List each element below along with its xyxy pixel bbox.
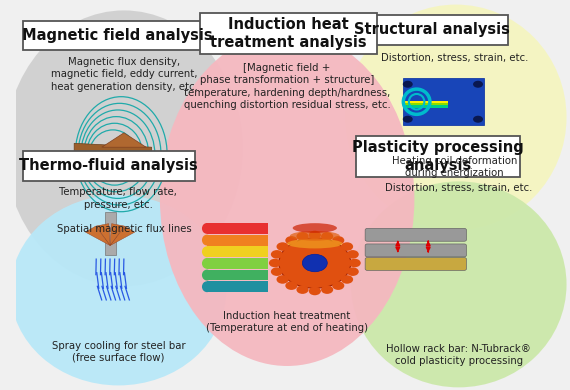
Ellipse shape [269,259,281,267]
Ellipse shape [5,11,243,286]
Ellipse shape [473,81,483,88]
Ellipse shape [202,235,212,246]
FancyBboxPatch shape [404,78,483,125]
Polygon shape [86,226,110,246]
Ellipse shape [332,281,344,290]
FancyBboxPatch shape [356,136,520,177]
FancyBboxPatch shape [207,223,268,234]
Text: Hollow rack bar: N-Tubrack®
cold plasticity processing: Hollow rack bar: N-Tubrack® cold plastic… [386,344,531,366]
Text: Distortion, stress, strain, etc.: Distortion, stress, strain, etc. [385,183,532,193]
Ellipse shape [347,268,359,276]
Ellipse shape [345,5,567,230]
Ellipse shape [332,236,344,245]
Ellipse shape [271,250,283,259]
FancyBboxPatch shape [207,258,268,269]
FancyBboxPatch shape [104,213,116,255]
Text: Magnetic flux density,
magnetic field, eddy current,
heat generation density, et: Magnetic flux density, magnetic field, e… [51,57,197,92]
Ellipse shape [279,238,351,288]
Text: Structural analysis: Structural analysis [354,22,510,37]
Text: Heating coil deformation
during energization: Heating coil deformation during energiza… [392,156,518,177]
Polygon shape [96,224,110,246]
Polygon shape [110,226,135,246]
FancyBboxPatch shape [207,235,268,246]
Text: Spatial magnetic flux lines: Spatial magnetic flux lines [56,224,192,234]
Ellipse shape [202,281,212,292]
Ellipse shape [290,231,340,241]
Polygon shape [102,133,146,147]
FancyBboxPatch shape [365,244,466,257]
Text: Thermo-fluid analysis: Thermo-fluid analysis [19,158,198,173]
Text: Plasticity processing
analysis: Plasticity processing analysis [352,140,524,173]
Ellipse shape [202,223,212,234]
Ellipse shape [321,285,333,294]
Polygon shape [110,224,124,246]
FancyBboxPatch shape [404,103,447,105]
Ellipse shape [473,116,483,123]
Ellipse shape [202,269,212,280]
FancyBboxPatch shape [207,246,268,257]
Ellipse shape [309,231,321,239]
Text: [Magnetic field +
phase transformation + structure]
temperature, hardening depth: [Magnetic field + phase transformation +… [184,63,390,110]
Text: Induction heat
treatment analysis: Induction heat treatment analysis [210,17,367,50]
Text: Magnetic field analysis: Magnetic field analysis [22,28,213,43]
Ellipse shape [10,195,226,385]
Ellipse shape [276,275,288,284]
Ellipse shape [349,259,361,267]
FancyBboxPatch shape [207,269,268,280]
FancyBboxPatch shape [404,101,447,103]
Text: Induction heat treatment
(Temperature at end of heating): Induction heat treatment (Temperature at… [206,311,368,333]
Text: Temperature, flow rate,
pressure, etc.: Temperature, flow rate, pressure, etc. [59,187,177,210]
Ellipse shape [286,281,298,290]
FancyBboxPatch shape [356,15,508,44]
FancyBboxPatch shape [404,105,447,108]
Polygon shape [74,143,152,165]
Ellipse shape [202,246,212,257]
Ellipse shape [287,239,343,248]
FancyBboxPatch shape [207,281,268,292]
Ellipse shape [271,268,283,276]
FancyBboxPatch shape [23,151,195,181]
Ellipse shape [302,254,327,272]
Ellipse shape [202,258,212,269]
Ellipse shape [286,236,298,245]
Text: Spray cooling for steel bar
(free surface flow): Spray cooling for steel bar (free surfac… [52,341,185,363]
Ellipse shape [403,116,413,123]
Ellipse shape [351,181,567,387]
Text: Distortion, stress, strain, etc.: Distortion, stress, strain, etc. [381,53,528,63]
FancyBboxPatch shape [200,13,377,54]
Ellipse shape [160,32,414,366]
Ellipse shape [296,285,308,294]
Ellipse shape [296,232,308,241]
Ellipse shape [341,275,353,284]
FancyBboxPatch shape [365,257,466,270]
Ellipse shape [403,81,413,88]
Ellipse shape [321,232,333,241]
FancyBboxPatch shape [365,229,466,241]
Ellipse shape [309,287,321,295]
Ellipse shape [347,250,359,259]
Ellipse shape [276,242,288,251]
FancyBboxPatch shape [23,21,211,50]
Ellipse shape [292,223,337,233]
Ellipse shape [341,242,353,251]
